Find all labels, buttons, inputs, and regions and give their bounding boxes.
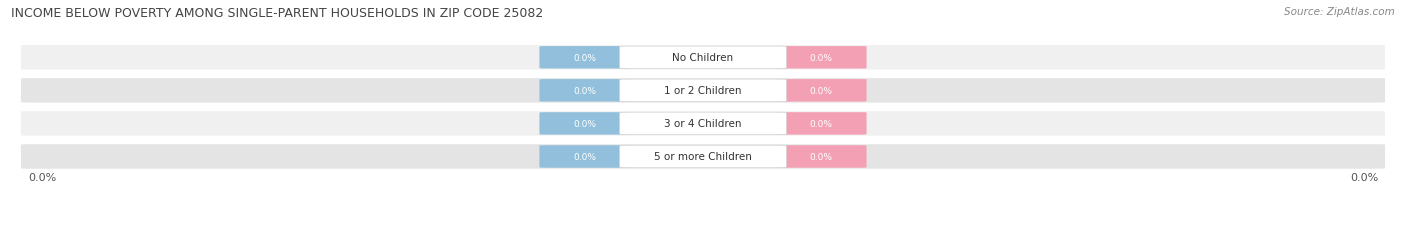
FancyBboxPatch shape (21, 145, 1385, 169)
Text: 0.0%: 0.0% (810, 152, 832, 161)
FancyBboxPatch shape (21, 46, 1385, 70)
FancyBboxPatch shape (776, 113, 866, 135)
Text: 1 or 2 Children: 1 or 2 Children (664, 86, 742, 96)
FancyBboxPatch shape (620, 113, 786, 135)
FancyBboxPatch shape (776, 80, 866, 102)
Text: 0.0%: 0.0% (1350, 172, 1378, 182)
Text: 0.0%: 0.0% (574, 152, 596, 161)
FancyBboxPatch shape (21, 112, 1385, 136)
Text: 0.0%: 0.0% (574, 86, 596, 95)
FancyBboxPatch shape (540, 113, 630, 135)
FancyBboxPatch shape (776, 47, 866, 69)
FancyBboxPatch shape (620, 80, 786, 102)
FancyBboxPatch shape (620, 146, 786, 168)
FancyBboxPatch shape (21, 79, 1385, 103)
Text: INCOME BELOW POVERTY AMONG SINGLE-PARENT HOUSEHOLDS IN ZIP CODE 25082: INCOME BELOW POVERTY AMONG SINGLE-PARENT… (11, 7, 544, 20)
Text: 0.0%: 0.0% (810, 119, 832, 128)
Text: Source: ZipAtlas.com: Source: ZipAtlas.com (1284, 7, 1395, 17)
FancyBboxPatch shape (540, 146, 630, 168)
Text: 0.0%: 0.0% (810, 86, 832, 95)
FancyBboxPatch shape (540, 47, 630, 69)
Text: 3 or 4 Children: 3 or 4 Children (664, 119, 742, 129)
Text: 5 or more Children: 5 or more Children (654, 152, 752, 162)
Text: 0.0%: 0.0% (574, 119, 596, 128)
Text: 0.0%: 0.0% (810, 54, 832, 63)
Text: 0.0%: 0.0% (574, 54, 596, 63)
Text: 0.0%: 0.0% (28, 172, 56, 182)
FancyBboxPatch shape (620, 47, 786, 69)
Text: No Children: No Children (672, 53, 734, 63)
FancyBboxPatch shape (776, 146, 866, 168)
FancyBboxPatch shape (540, 80, 630, 102)
